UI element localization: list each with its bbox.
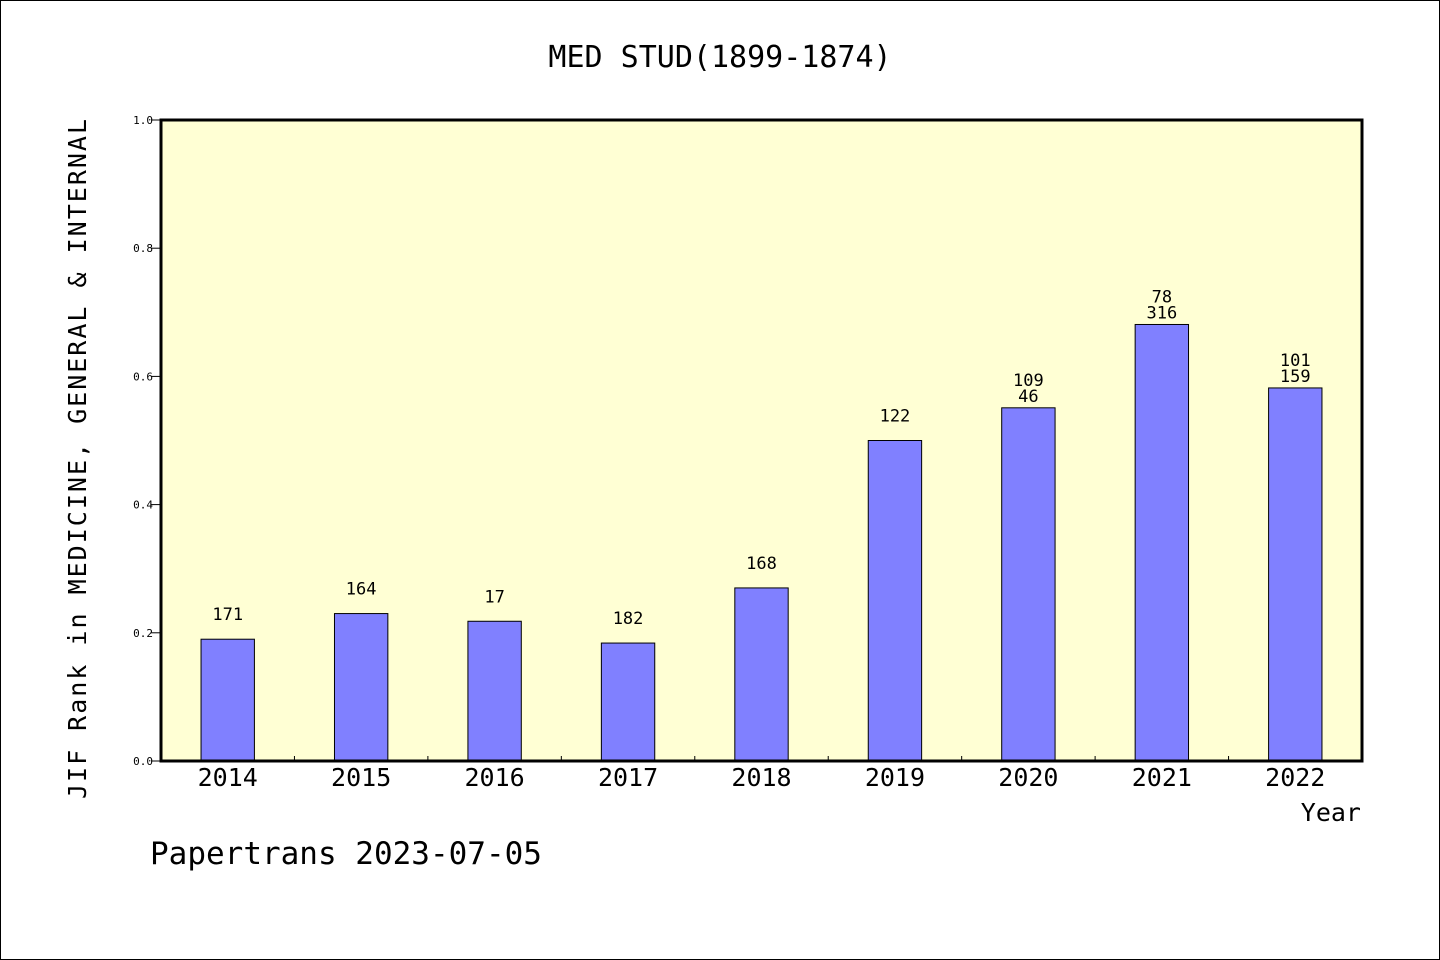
y-tick-label-0.2: 0.2 [133,627,153,640]
y-tick-label-0.0: 0.0 [133,755,153,768]
data-label-2016: 17 [484,587,504,607]
data-label-2015: 164 [346,580,377,600]
x-axis-label: Year [1301,798,1361,827]
footer-text: Papertrans 2023-07-05 [150,836,542,872]
data-label-2022-1: 101 [1280,351,1311,371]
x-tick-label-2017: 2017 [598,763,658,792]
y-axis-label: JIF Rank in MEDICINE, GENERAL & INTERNAL [63,117,92,799]
bar-2014 [200,638,255,762]
plot-border [159,118,1364,763]
bar-2022 [1268,387,1323,762]
data-label-2020-1: 109 [1013,371,1044,391]
data-label-2021-1: 78 [1152,287,1172,307]
x-tick-label-2019: 2019 [865,763,925,792]
data-label-2019: 122 [880,407,911,427]
bar-2018 [734,587,789,762]
x-tick-label-2021: 2021 [1132,763,1192,792]
data-label-2014: 171 [212,605,243,625]
y-tick-label-0.8: 0.8 [133,242,153,255]
bar-2019 [867,440,923,762]
bar-2020 [1001,407,1056,762]
data-label-2018: 168 [746,554,777,574]
x-tick-label-2016: 2016 [465,763,525,792]
data-label-2017: 182 [613,609,644,629]
x-tick-label-2022: 2022 [1265,763,1325,792]
y-tick-label-0.6: 0.6 [133,370,153,383]
x-tick-label-2015: 2015 [331,763,391,792]
x-tick-label-2018: 2018 [731,763,791,792]
bar-2021 [1134,323,1190,762]
chart-title: MED STUD(1899-1874) [548,40,891,75]
data-label-2022-2: 159 [1280,367,1311,387]
x-tick-label-2020: 2020 [998,763,1058,792]
x-tick-label-2014: 2014 [198,763,258,792]
bar-2015 [333,613,389,762]
y-tick-label-0.4: 0.4 [133,499,153,512]
y-tick-label-1.0: 1.0 [133,114,153,127]
data-label-2020-2: 46 [1018,387,1038,407]
bar-2017 [600,642,656,762]
data-label-2021-2: 316 [1146,303,1177,323]
bar-2016 [467,620,522,762]
